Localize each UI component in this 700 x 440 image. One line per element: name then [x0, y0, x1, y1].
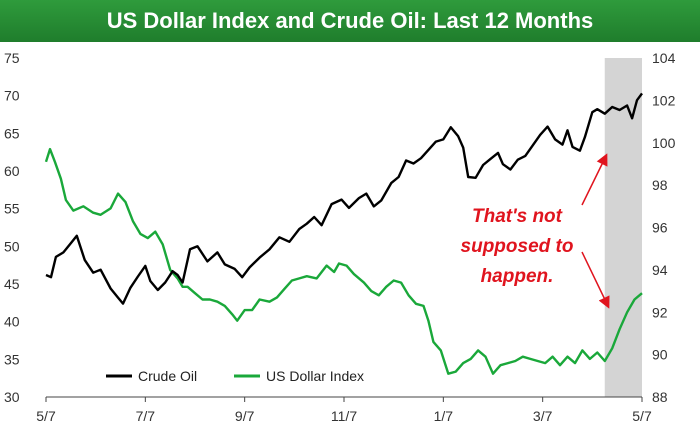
left-tick-label: 35: [4, 351, 20, 367]
right-tick-label: 102: [652, 92, 676, 108]
right-axis-ticks: 88 90 92 94 96 98 100 102 104: [652, 50, 676, 405]
x-tick-label: 9/7: [235, 408, 255, 424]
right-tick-label: 88: [652, 389, 668, 405]
annotation-text-line: happen.: [481, 266, 554, 287]
highlight-band: [604, 58, 642, 397]
left-tick-label: 75: [4, 50, 20, 66]
crude-oil-line: [45, 92, 643, 305]
x-tick-label: 5/7: [36, 408, 56, 424]
x-tick-label: 3/7: [533, 408, 553, 424]
left-tick-label: 65: [4, 125, 20, 141]
legend-dollar-index-label: US Dollar Index: [266, 368, 364, 384]
legend-crude-oil-label: Crude Oil: [138, 368, 197, 384]
left-tick-label: 70: [4, 88, 20, 104]
annotation-layer: That's not supposed to happen.: [461, 153, 610, 309]
x-tick-label: 11/7: [331, 408, 357, 424]
annotation-text-line: supposed to: [461, 236, 574, 257]
right-tick-label: 90: [652, 347, 668, 363]
right-tick-label: 96: [652, 220, 668, 236]
chart-title: US Dollar Index and Crude Oil: Last 12 M…: [0, 0, 700, 42]
left-tick-label: 40: [4, 314, 20, 330]
right-tick-label: 104: [652, 50, 676, 66]
left-tick-label: 30: [4, 389, 20, 405]
right-tick-label: 98: [652, 177, 668, 193]
right-tick-label: 92: [652, 304, 668, 320]
arrow-to-dollar-index: [581, 251, 610, 309]
highlight-region-layer: [604, 58, 642, 397]
left-tick-label: 60: [4, 163, 20, 179]
right-tick-label: 100: [652, 135, 676, 151]
dollar-index-line: [44, 147, 643, 375]
left-tick-label: 45: [4, 276, 20, 292]
left-tick-label: 55: [4, 201, 20, 217]
x-tick-label: 5/7: [632, 408, 652, 424]
x-axis-ticks: 5/7 7/7 9/7 11/7 1/7 3/7 5/7: [36, 397, 652, 424]
right-tick-label: 94: [652, 262, 668, 278]
annotation-text-line: That's not: [472, 206, 563, 227]
x-tick-label: 1/7: [434, 408, 454, 424]
left-tick-label: 50: [4, 238, 20, 254]
legend: Crude Oil US Dollar Index: [106, 368, 364, 384]
left-axis-ticks: 30 35 40 45 50 55 60 65 70 75: [4, 50, 20, 405]
arrow-to-crude-oil: [581, 153, 608, 206]
series-layer: [44, 92, 643, 375]
x-tick-label: 7/7: [136, 408, 156, 424]
